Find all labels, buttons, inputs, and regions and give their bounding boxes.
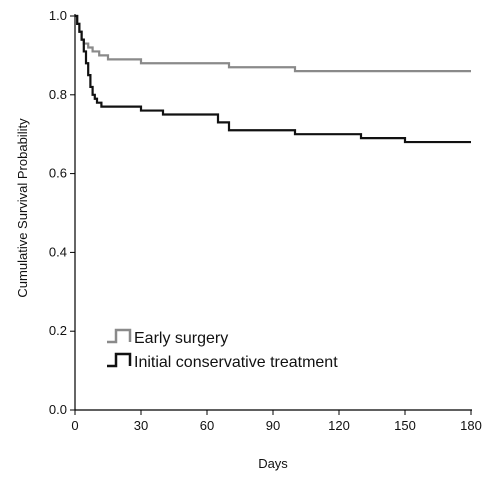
legend-swatch-conservative-treatment bbox=[107, 352, 132, 368]
legend: Early surgery Initial conservative treat… bbox=[107, 328, 338, 371]
x-tick-label: 30 bbox=[134, 418, 148, 433]
x-ticks: 0 30 60 90 120 150 180 bbox=[71, 410, 482, 433]
y-tick-label: 0.6 bbox=[49, 166, 67, 181]
legend-swatch-early-surgery bbox=[107, 328, 132, 344]
series-line-0 bbox=[75, 14, 471, 73]
y-tick-label: 0.4 bbox=[49, 244, 67, 259]
legend-label-conservative-treatment: Initial conservative treatment bbox=[134, 354, 338, 371]
x-tick-label: 180 bbox=[460, 418, 482, 433]
y-axis-title: Cumulative Survival Probability bbox=[15, 118, 30, 298]
x-tick-label: 0 bbox=[71, 418, 78, 433]
x-axis-title: Days bbox=[258, 456, 288, 471]
x-tick-label: 60 bbox=[200, 418, 214, 433]
x-tick-label: 120 bbox=[328, 418, 350, 433]
y-ticks: 0.0 0.2 0.4 0.6 0.8 1.0 bbox=[49, 8, 75, 417]
series-line-1 bbox=[75, 14, 471, 144]
y-tick-label: 0.8 bbox=[49, 87, 67, 102]
axes bbox=[74, 14, 472, 411]
x-tick-label: 150 bbox=[394, 418, 416, 433]
legend-label-early-surgery: Early surgery bbox=[134, 330, 228, 347]
y-tick-label: 1.0 bbox=[49, 8, 67, 23]
series-layer bbox=[75, 14, 471, 144]
x-tick-label: 90 bbox=[266, 418, 280, 433]
y-tick-label: 0.2 bbox=[49, 323, 67, 338]
y-tick-label: 0.0 bbox=[49, 402, 67, 417]
